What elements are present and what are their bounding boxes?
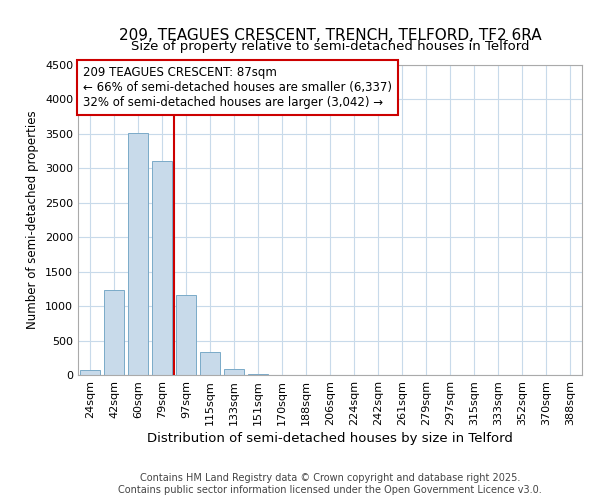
X-axis label: Distribution of semi-detached houses by size in Telford: Distribution of semi-detached houses by … [147,432,513,445]
Y-axis label: Number of semi-detached properties: Number of semi-detached properties [26,110,40,330]
Bar [224,369,244,375]
Bar [80,370,100,375]
Bar [176,295,196,375]
Bar [152,162,172,375]
Text: Contains HM Land Registry data © Crown copyright and database right 2025.
Contai: Contains HM Land Registry data © Crown c… [118,474,542,495]
Bar [104,290,124,375]
Bar [248,374,268,375]
Bar [200,352,220,375]
Text: 209 TEAGUES CRESCENT: 87sqm
← 66% of semi-detached houses are smaller (6,337)
32: 209 TEAGUES CRESCENT: 87sqm ← 66% of sem… [83,66,392,110]
Text: 209, TEAGUES CRESCENT, TRENCH, TELFORD, TF2 6RA: 209, TEAGUES CRESCENT, TRENCH, TELFORD, … [119,28,541,42]
Bar [128,132,148,375]
Text: Size of property relative to semi-detached houses in Telford: Size of property relative to semi-detach… [131,40,529,53]
